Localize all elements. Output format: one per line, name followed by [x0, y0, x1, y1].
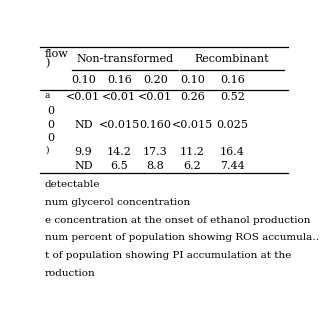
Text: t of population showing PI accumulation at the: t of population showing PI accumulation … — [45, 251, 291, 260]
Text: detectable: detectable — [45, 180, 100, 189]
Text: a: a — [45, 91, 50, 100]
Text: e concentration at the onset of ethanol production: e concentration at the onset of ethanol … — [45, 216, 310, 225]
Text: 6.5: 6.5 — [110, 161, 128, 171]
Text: <0.01: <0.01 — [66, 92, 100, 102]
Text: 8.8: 8.8 — [147, 161, 164, 171]
Text: 0.10: 0.10 — [71, 75, 96, 85]
Text: 0.16: 0.16 — [220, 75, 244, 85]
Text: Non-transformed: Non-transformed — [76, 54, 173, 64]
Text: roduction: roduction — [45, 269, 96, 278]
Text: 17.3: 17.3 — [143, 147, 168, 157]
Text: 0: 0 — [47, 106, 55, 116]
Text: 11.2: 11.2 — [180, 147, 205, 157]
Text: 14.2: 14.2 — [107, 147, 132, 157]
Text: ): ) — [45, 146, 48, 155]
Text: 0.025: 0.025 — [216, 120, 248, 130]
Text: flow: flow — [45, 49, 69, 59]
Text: 0.20: 0.20 — [143, 75, 168, 85]
Text: <0.01: <0.01 — [102, 92, 136, 102]
Text: 0.16: 0.16 — [107, 75, 132, 85]
Text: 9.9: 9.9 — [75, 147, 92, 157]
Text: Recombinant: Recombinant — [195, 54, 269, 64]
Text: 0.10: 0.10 — [180, 75, 205, 85]
Text: ): ) — [45, 58, 49, 68]
Text: <0.01: <0.01 — [138, 92, 172, 102]
Text: num glycerol concentration: num glycerol concentration — [45, 198, 190, 207]
Text: 7.44: 7.44 — [220, 161, 244, 171]
Text: ND: ND — [74, 161, 93, 171]
Text: <0.015: <0.015 — [99, 120, 140, 130]
Text: 0.160: 0.160 — [139, 120, 171, 130]
Text: 6.2: 6.2 — [184, 161, 201, 171]
Text: 0.26: 0.26 — [180, 92, 205, 102]
Text: num percent of population showing ROS accumula…: num percent of population showing ROS ac… — [45, 233, 320, 242]
Text: 0.52: 0.52 — [220, 92, 244, 102]
Text: <0.015: <0.015 — [172, 120, 213, 130]
Text: 0: 0 — [47, 120, 55, 130]
Text: ND: ND — [74, 120, 93, 130]
Text: 0: 0 — [47, 133, 55, 143]
Text: 16.4: 16.4 — [220, 147, 244, 157]
